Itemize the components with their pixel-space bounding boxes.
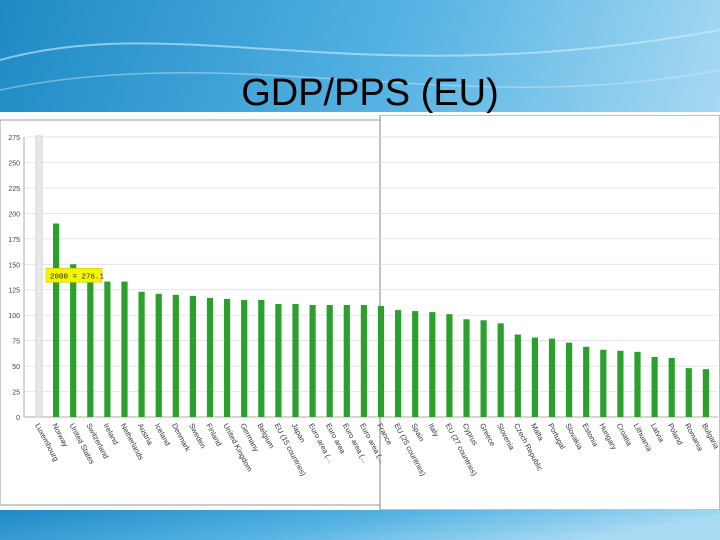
y-tick-label: 25 <box>12 390 20 397</box>
bar-japan <box>292 303 299 417</box>
bar-euro-area <box>343 305 350 417</box>
bar-eu-27-countries <box>446 314 453 417</box>
bar-hungary <box>600 349 607 417</box>
y-tick-label: 0 <box>16 415 20 422</box>
bar-slovenia <box>497 323 504 417</box>
bar-euro-area <box>326 305 333 417</box>
y-tick-label: 150 <box>8 262 20 269</box>
gdp-bar-chart: 0255075100125150175200225250275Luxembour… <box>0 115 720 510</box>
tooltip-text: 2000 = 276.1 <box>50 273 105 281</box>
bar-eu-25-countries <box>395 310 402 417</box>
bar-romania <box>685 368 692 417</box>
bar-luxembourg <box>35 135 43 418</box>
y-tick-label: 175 <box>8 237 20 244</box>
y-tick-label: 200 <box>8 211 20 218</box>
bar-italy <box>429 312 436 417</box>
y-tick-label: 225 <box>8 186 20 193</box>
bar-united-states <box>70 264 77 417</box>
bar-lithuania <box>634 351 641 417</box>
bar-finland <box>206 297 214 417</box>
bar-greece <box>480 320 487 417</box>
bar-switzerland <box>87 276 94 417</box>
bar-united-kingdom <box>224 298 231 417</box>
tooltip-box <box>45 267 103 283</box>
bar-latvia <box>651 356 658 417</box>
bar-czech-republic <box>514 334 521 417</box>
bar-estonia <box>583 346 590 417</box>
bar-malta <box>531 337 538 417</box>
y-tick-label: 50 <box>12 364 20 371</box>
bar-euro-area <box>309 305 316 417</box>
bar-norway <box>53 223 60 417</box>
y-tick-label: 250 <box>8 160 20 167</box>
bar-belgium <box>258 299 265 417</box>
bar-euro-area <box>360 305 367 417</box>
y-tick-label: 75 <box>12 339 20 346</box>
bar-portugal <box>548 338 556 417</box>
bar-sweden <box>189 295 196 417</box>
bar-eu-15-countries <box>275 303 282 417</box>
bar-spain <box>412 311 419 417</box>
bar-slovakia <box>566 342 573 417</box>
bar-ireland <box>104 281 111 417</box>
bar-france <box>377 306 385 417</box>
bar-cyprus <box>463 319 470 417</box>
bar-netherlands <box>121 281 128 417</box>
y-tick-label: 100 <box>8 313 20 320</box>
bar-croatia <box>617 350 624 417</box>
bar-iceland <box>155 293 162 417</box>
bar-germany <box>241 299 248 417</box>
bar-austria <box>138 291 145 417</box>
bar-bulgaria <box>702 369 709 417</box>
bar-denmark <box>172 294 179 417</box>
y-tick-label: 275 <box>8 135 20 142</box>
slide-title: GDP/PPS (EU) <box>241 72 499 114</box>
y-tick-label: 125 <box>8 288 20 295</box>
bar-poland <box>668 357 675 417</box>
